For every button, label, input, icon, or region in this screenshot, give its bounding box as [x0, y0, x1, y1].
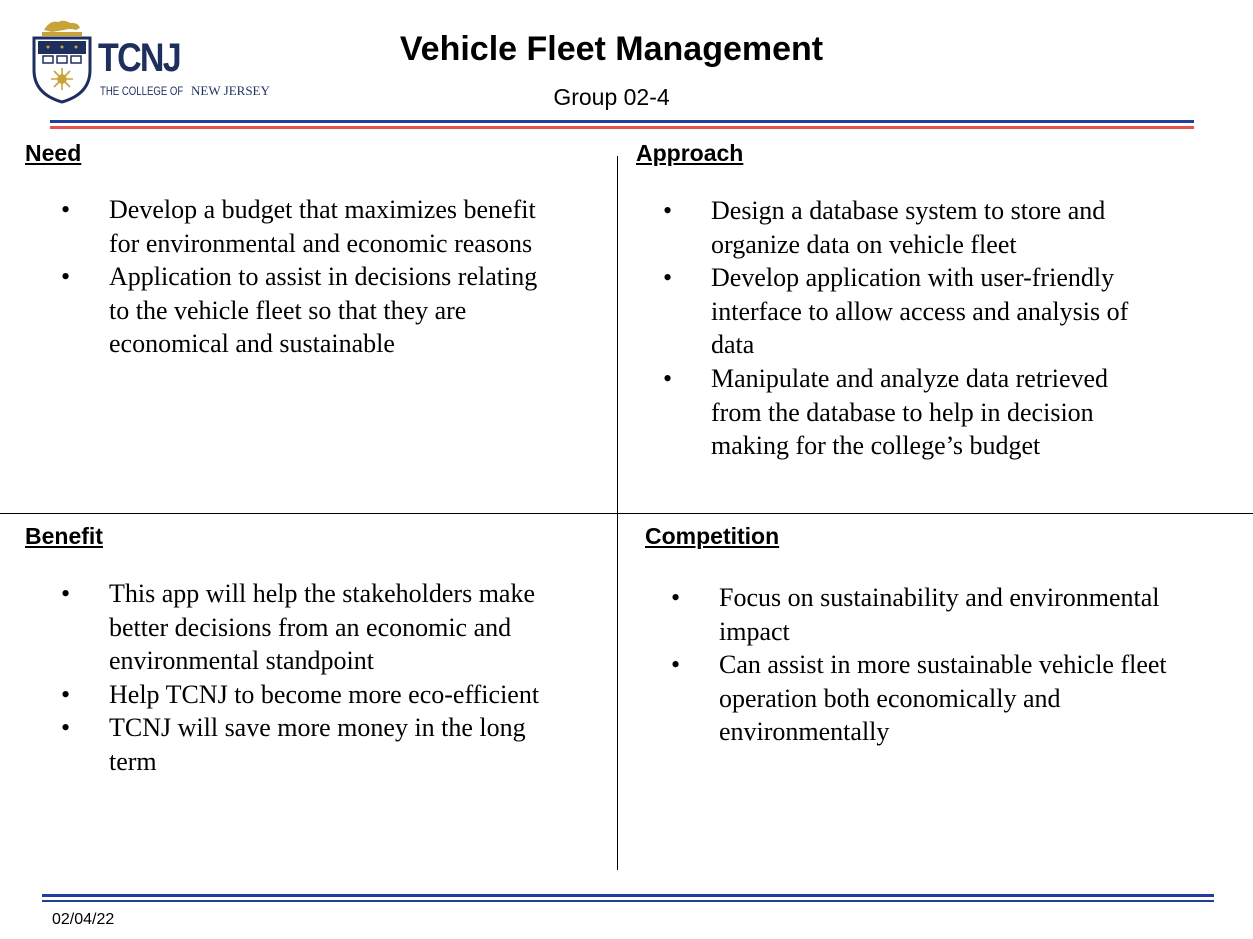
approach-heading: Approach: [636, 140, 744, 166]
quadrant-divider-horizontal: [0, 513, 1253, 514]
logo-tagline: THE COLLEGE OF NEW JERSEY: [100, 82, 270, 100]
bullet-icon: •: [61, 713, 71, 743]
logo-wordmark: TCNJ: [98, 36, 182, 80]
list-item: • This app will help the stakeholders mak…: [61, 579, 536, 676]
list-item: • Application to assist in decisions rela…: [61, 262, 538, 359]
bullet-icon: •: [671, 583, 681, 612]
bullet-icon: •: [61, 579, 71, 608]
need-list: • Develop a budget that maximizes benefit…: [61, 193, 559, 361]
header-divider-red: [50, 126, 1194, 129]
header-divider-blue: [50, 120, 1194, 123]
footer-date: 02/04/22: [52, 911, 115, 928]
bullet-icon: •: [61, 262, 71, 292]
list-item: • Develop application with user-friendly …: [663, 263, 1129, 360]
bullet-icon: •: [663, 196, 673, 225]
tcnj-crest-icon: [32, 20, 92, 104]
benefit-heading: Benefit: [25, 523, 103, 549]
bullet-icon: •: [61, 195, 71, 224]
approach-list: • Design a database system to store and o…: [663, 194, 1161, 463]
competition-heading: Competition: [645, 523, 780, 549]
need-heading: Need: [25, 140, 82, 166]
bullet-icon: •: [671, 650, 681, 680]
footer-divider-bottom: [42, 900, 1214, 902]
logo-tagline-caps: THE COLLEGE OF: [100, 84, 184, 98]
competition-list: • Focus on sustainability and environment…: [671, 581, 1169, 749]
bullet-icon: •: [663, 263, 673, 293]
benefit-list: • This app will help the stakeholders mak…: [61, 577, 559, 779]
page-title: Vehicle Fleet Management: [399, 30, 824, 68]
footer-divider-top: [42, 894, 1214, 897]
list-item: • Help TCNJ to become more eco-efficient: [61, 678, 559, 712]
list-item: • Develop a budget that maximizes benefit…: [61, 195, 536, 258]
list-item: • Can assist in more sustainable vehicle …: [671, 650, 1167, 747]
bullet-icon: •: [663, 363, 673, 393]
logo-tagline-name: NEW JERSEY: [191, 83, 270, 98]
list-item: • Design a database system to store and o…: [663, 196, 1106, 259]
tcnj-logo: TCNJ THE COLLEGE OF NEW JERSEY: [30, 16, 270, 106]
bullet-icon: •: [61, 679, 71, 709]
page-subtitle: Group 02-4: [553, 84, 670, 110]
list-item: • Focus on sustainability and environment…: [671, 583, 1160, 646]
list-item: • Manipulate and analyze data retrieved f…: [663, 363, 1109, 461]
list-item: • TCNJ will save more money in the long t…: [61, 713, 526, 776]
